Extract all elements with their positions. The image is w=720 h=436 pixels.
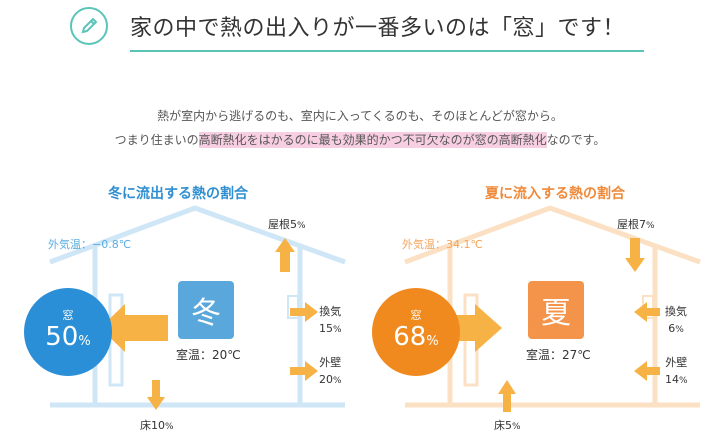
summer-floor-value: 5	[505, 419, 512, 432]
summer-vent-unit: %	[675, 325, 684, 335]
summer-wall-arrow	[634, 361, 660, 381]
winter-vent-frame	[287, 295, 299, 319]
intro-line-1: 熱が室内から逃げるのも、室内に入ってくるのも、そのほとんどが窓から。	[157, 109, 563, 123]
winter-wall-unit: %	[333, 376, 342, 386]
winter-roof-label: 屋根	[268, 218, 290, 231]
winter-room-temp: 室温：20℃	[176, 348, 241, 362]
summer-floor-arrow	[498, 380, 516, 412]
intro-line-2-post: なのです。	[546, 133, 606, 147]
winter-window-value: 50	[45, 321, 79, 352]
summer-wall-unit: %	[679, 376, 688, 386]
summer-room-temp: 室温：27℃	[526, 348, 591, 362]
winter-floor-arrow	[147, 380, 165, 410]
winter-window-unit: %	[78, 333, 91, 349]
summer-wall-value: 14	[665, 373, 679, 386]
winter-floor-label: 床	[140, 419, 151, 432]
winter-window-circle: 窓 50%	[24, 288, 112, 376]
winter-wall-readout: 外壁 20%	[319, 354, 342, 390]
summer-roof-label: 屋根	[617, 218, 639, 231]
winter-floor-unit: %	[165, 422, 174, 432]
winter-wall-value: 20	[319, 373, 333, 386]
page-title: 家の中で熱の出入りが一番多いのは「窓」です！	[130, 16, 626, 41]
intro-line-2-pre: つまり住まいの	[114, 133, 199, 147]
summer-house-roof	[404, 205, 701, 265]
winter-window-arrow	[100, 304, 168, 352]
summer-roof-value: 7	[639, 218, 646, 231]
winter-window-label: 窓	[62, 308, 74, 322]
winter-roof-value: 5	[290, 218, 297, 231]
summer-wall-label: 外壁	[665, 356, 688, 369]
winter-title: 冬に流出する熱の割合	[108, 186, 248, 202]
winter-vent-label: 換気	[319, 305, 342, 318]
summer-vent-readout: 換気 6%	[665, 303, 687, 339]
summer-vent-arrow	[634, 302, 660, 322]
summer-wall-readout: 外壁 14%	[665, 354, 688, 390]
summer-window-unit: %	[426, 333, 439, 349]
title-underline	[130, 50, 644, 52]
winter-floor-readout: 床10%	[140, 417, 174, 433]
pencil-icon	[81, 17, 98, 34]
winter-vent-value: 15	[319, 322, 333, 335]
winter-roof-unit: %	[297, 221, 306, 231]
summer-title: 夏に流入する熱の割合	[485, 186, 625, 202]
winter-vent-readout: 換気 15%	[319, 303, 342, 339]
winter-house-roof	[49, 205, 346, 265]
summer-season-box: 夏	[528, 281, 584, 339]
summer-vent-label: 換気	[665, 305, 687, 318]
winter-vent-unit: %	[333, 325, 342, 335]
winter-vent-arrow	[290, 302, 318, 322]
header-icon-badge	[70, 7, 108, 45]
summer-floor-readout: 床5%	[494, 417, 521, 433]
summer-roof-readout: 屋根7%	[617, 216, 655, 232]
winter-roof-readout: 屋根5%	[268, 216, 306, 232]
summer-floor-unit: %	[512, 422, 521, 432]
winter-season-box: 冬	[178, 281, 234, 339]
winter-roof-arrow	[275, 238, 295, 272]
summer-vent-value: 6	[668, 322, 676, 335]
intro-highlight: 高断熱化をはかるのに最も効果的かつ不可欠なのが窓の高断熱化	[198, 132, 547, 148]
summer-window-label: 窓	[410, 308, 422, 322]
summer-window-value: 68	[393, 321, 427, 352]
intro-line-2: つまり住まいの高断熱化をはかるのに最も効果的かつ不可欠なのが窓の高断熱化なのです…	[0, 131, 720, 148]
summer-roof-arrow	[625, 238, 645, 272]
winter-wall-label: 外壁	[319, 356, 342, 369]
winter-floor-value: 10	[151, 419, 165, 432]
summer-window-circle: 窓 68%	[372, 288, 460, 376]
winter-outside-temp: 外気温：−0.8℃	[48, 238, 132, 251]
summer-outside-temp: 外気温：34.1℃	[402, 238, 483, 251]
summer-roof-unit: %	[646, 221, 655, 231]
winter-wall-arrow	[290, 361, 318, 381]
summer-floor-label: 床	[494, 419, 505, 432]
